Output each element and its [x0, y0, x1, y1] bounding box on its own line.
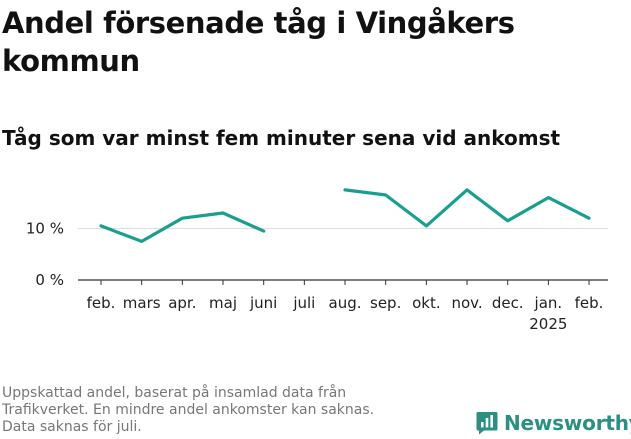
x-tick-label: jan.	[534, 294, 563, 312]
brand-name: Newsworthy	[504, 411, 631, 435]
x-tick-label: feb.	[87, 294, 116, 312]
x-tick-sublabel: 2025	[529, 315, 567, 333]
series-line	[99, 211, 266, 244]
newsworthy-logo: Newsworthy	[476, 409, 631, 437]
x-tick-label: mars	[123, 294, 161, 312]
x-tick-label: maj	[209, 294, 237, 312]
x-tick-label: apr.	[168, 294, 196, 312]
y-tick-label: 10 %	[26, 220, 64, 238]
x-tick-label: sep.	[370, 294, 401, 312]
footnote-line: Data saknas för juli.	[2, 419, 142, 435]
bar-chart-speech-bubble-icon	[476, 412, 498, 435]
y-tick-label: 0 %	[35, 271, 64, 289]
x-tick-label: dec.	[492, 294, 524, 312]
footnote-line: Trafikverket. En mindre andel ankomster …	[2, 402, 375, 418]
x-tick-label: juli	[292, 294, 315, 312]
x-tick-label: nov.	[451, 294, 482, 312]
chart-title: Andel försenade tåg i Vingåkers kommun	[2, 6, 515, 78]
x-tick-label: aug.	[329, 294, 362, 312]
chart-subtitle: Tåg som var minst fem minuter sena vid a…	[2, 126, 561, 150]
series-line	[343, 188, 591, 228]
line-chart: 0 % 10 % feb. mars apr. maj juni juli aug. sep. ok…	[26, 188, 608, 333]
x-tick-label: okt.	[412, 294, 441, 312]
x-tick-label: juni	[249, 294, 277, 312]
footnote: Uppskattad andel, baserat på insamlad da…	[2, 385, 442, 436]
x-tick-label: feb.	[575, 294, 604, 312]
footnote-line: Uppskattad andel, baserat på insamlad da…	[2, 385, 347, 401]
